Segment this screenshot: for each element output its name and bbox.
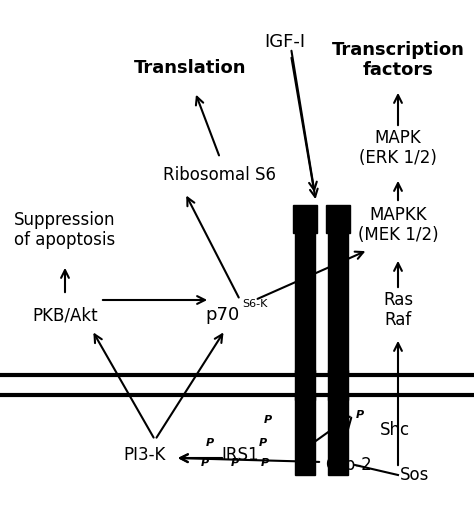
Text: P: P xyxy=(356,410,364,420)
Text: Sos: Sos xyxy=(400,466,429,484)
Text: Translation: Translation xyxy=(134,59,246,77)
Text: Ras
Raf: Ras Raf xyxy=(383,291,413,329)
Text: P: P xyxy=(301,410,309,420)
Text: MAPK
(ERK 1/2): MAPK (ERK 1/2) xyxy=(359,129,437,167)
Text: P: P xyxy=(206,438,214,448)
Text: P: P xyxy=(261,458,269,468)
Text: Grb-2: Grb-2 xyxy=(325,456,372,474)
Bar xyxy=(295,395,315,475)
Text: MAPKK
(MEK 1/2): MAPKK (MEK 1/2) xyxy=(358,206,438,244)
Bar xyxy=(295,230,315,375)
Text: p70: p70 xyxy=(206,306,240,324)
Text: Ribosomal S6: Ribosomal S6 xyxy=(164,166,276,184)
Text: P: P xyxy=(259,438,267,448)
Bar xyxy=(295,370,315,400)
Bar xyxy=(328,370,348,400)
Bar xyxy=(326,205,350,233)
Text: P: P xyxy=(231,458,239,468)
Text: P: P xyxy=(201,458,209,468)
Text: PI3-K: PI3-K xyxy=(124,446,166,464)
Text: S6-K: S6-K xyxy=(242,299,267,309)
Bar xyxy=(293,205,317,233)
Bar xyxy=(328,230,348,375)
Bar xyxy=(328,395,348,475)
Text: PKB/Akt: PKB/Akt xyxy=(32,306,98,324)
Text: IRS1: IRS1 xyxy=(221,446,259,464)
Text: Suppression
of apoptosis: Suppression of apoptosis xyxy=(14,211,116,249)
Text: Shc: Shc xyxy=(380,421,410,439)
Text: P: P xyxy=(264,415,272,425)
Text: Transcription
factors: Transcription factors xyxy=(331,41,465,79)
Text: IGF-I: IGF-I xyxy=(264,33,306,51)
